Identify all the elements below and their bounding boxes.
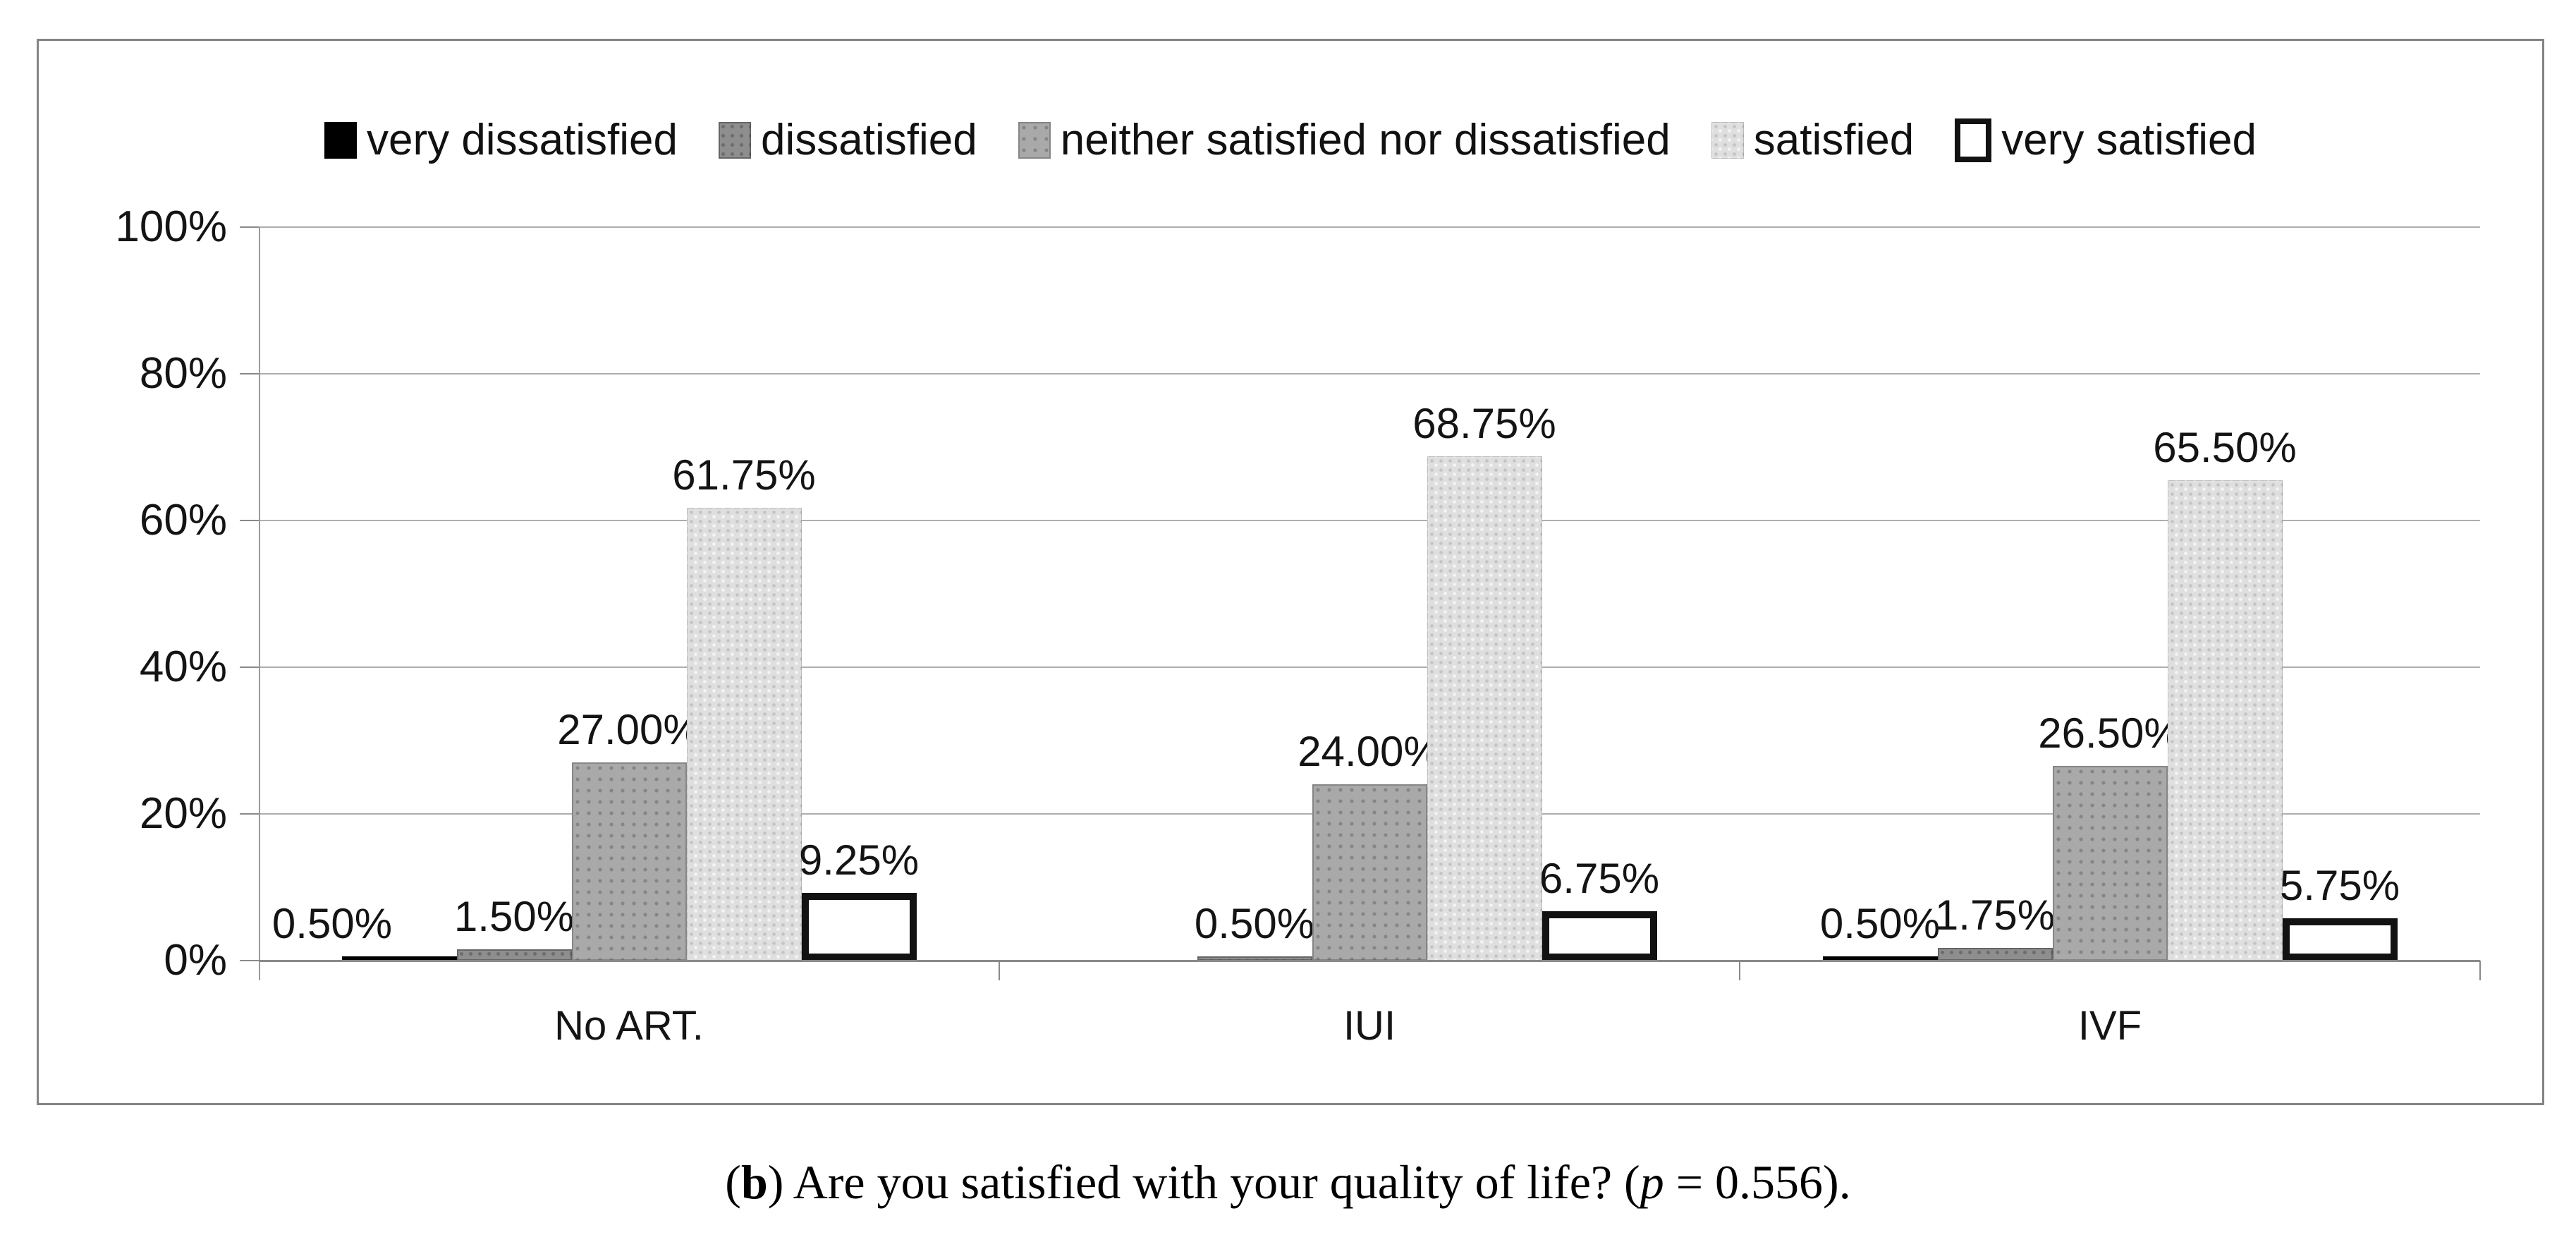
bar-IVF-very dissatisfied	[1823, 956, 1938, 961]
y-axis-tick-80%	[240, 373, 259, 375]
bar-IVF-very satisfied	[2283, 918, 2398, 961]
category-label-IVF: IVF	[2077, 1003, 2142, 1049]
data-label-No ART.-satisfied: 61.75%	[672, 451, 816, 499]
y-axis-label-40%: 40%	[139, 643, 227, 691]
x-axis-line	[259, 960, 2480, 962]
data-label-IUI-dissatisfied: 0.50%	[1194, 900, 1315, 947]
gridline-100%	[259, 226, 2480, 228]
y-axis-tick-40%	[240, 666, 259, 668]
gridline-40%	[259, 666, 2480, 668]
y-axis-tick-20%	[240, 813, 259, 815]
legend-item-3: neither satisfied nor dissatisfied	[1018, 118, 1671, 162]
legend-swatch-4	[1711, 122, 1744, 159]
bar-IUI-very satisfied	[1542, 911, 1657, 961]
legend-label-4: satisfied	[1753, 116, 1915, 164]
data-label-IVF-neither satisfied nor dissatisfied: 26.50%	[2038, 710, 2182, 757]
data-label-No ART.-very dissatisfied: 0.50%	[271, 900, 393, 947]
bar-IVF-satisfied	[2168, 480, 2283, 961]
data-label-IUI-neither satisfied nor dissatisfied: 24.00%	[1298, 728, 1441, 775]
data-label-No ART.-dissatisfied: 1.50%	[453, 893, 575, 940]
bar-No ART.-very satisfied	[802, 893, 917, 961]
y-axis-tick-60%	[240, 520, 259, 521]
caption-p-value: = 0.556).	[1664, 1155, 1851, 1209]
data-label-IVF-very satisfied: 5.75%	[2279, 862, 2400, 909]
x-axis-tick-3	[2479, 961, 2481, 980]
legend-item-1: very dissatisfied	[324, 118, 678, 162]
caption-open: (	[725, 1155, 741, 1209]
gridline-60%	[259, 520, 2480, 521]
y-axis-tick-0%	[240, 960, 259, 961]
legend-item-4: satisfied	[1711, 118, 1914, 162]
bar-No ART.-dissatisfied	[457, 949, 572, 961]
legend-item-5: very satisfied	[1955, 118, 2257, 162]
caption-question-text: ) Are you satisfied with your quality of…	[767, 1155, 1640, 1209]
caption-p-variable: p	[1640, 1155, 1664, 1209]
y-axis-label-80%: 80%	[139, 349, 227, 398]
legend-swatch-3	[1018, 122, 1051, 159]
data-label-No ART.-neither satisfied nor dissatisfied: 27.00%	[557, 706, 701, 753]
chart-legend: very dissatisfied dissatisfied neither sat…	[39, 118, 2542, 162]
y-axis-label-20%: 20%	[139, 789, 227, 838]
gridline-80%	[259, 373, 2480, 375]
legend-label-3: neither satisfied nor dissatisfied	[1060, 116, 1671, 164]
data-label-IUI-satisfied: 68.75%	[1412, 400, 1556, 447]
figure-caption: (b) Are you satisfied with your quality …	[0, 1155, 2576, 1209]
data-label-IVF-very dissatisfied: 0.50%	[1819, 900, 1941, 947]
legend-label-2: dissatisfied	[761, 116, 977, 164]
y-axis-tick-100%	[240, 226, 259, 228]
bar-IVF-dissatisfied	[1938, 948, 2053, 961]
bar-IVF-neither satisfied nor dissatisfied	[2053, 766, 2168, 961]
bar-No ART.-neither satisfied nor dissatisfied	[572, 762, 687, 961]
y-axis-label-0%: 0%	[164, 936, 227, 985]
x-axis-tick-1	[999, 961, 1000, 980]
y-axis-label-100%: 100%	[115, 202, 227, 251]
y-axis-line	[259, 227, 260, 980]
y-axis-label-60%: 60%	[139, 496, 227, 544]
bar-No ART.-satisfied	[687, 508, 802, 961]
bar-No ART.-very dissatisfied	[342, 956, 457, 961]
category-label-No ART.: No ART.	[554, 1003, 704, 1049]
bar-IUI-satisfied	[1427, 456, 1542, 961]
caption-subfigure-label: b	[740, 1155, 768, 1209]
legend-swatch-5	[1955, 118, 1992, 162]
data-label-IUI-very satisfied: 6.75%	[1539, 855, 1660, 902]
category-label-IUI: IUI	[1343, 1003, 1396, 1049]
data-label-No ART.-very satisfied: 9.25%	[798, 836, 920, 884]
legend-item-2: dissatisfied	[719, 118, 977, 162]
legend-swatch-2	[719, 122, 752, 159]
legend-swatch-1	[324, 122, 357, 159]
legend-label-5: very satisfied	[2001, 116, 2257, 164]
bar-IUI-dissatisfied	[1197, 956, 1312, 961]
legend-label-1: very dissatisfied	[366, 116, 678, 164]
data-label-IVF-dissatisfied: 1.75%	[1934, 891, 2056, 939]
bar-IUI-neither satisfied nor dissatisfied	[1312, 784, 1427, 961]
x-axis-tick-2	[1739, 961, 1740, 980]
data-label-IVF-satisfied: 65.50%	[2153, 424, 2297, 471]
